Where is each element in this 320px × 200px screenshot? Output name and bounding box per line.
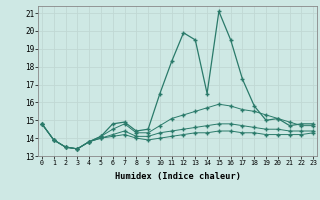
X-axis label: Humidex (Indice chaleur): Humidex (Indice chaleur) xyxy=(115,172,241,181)
